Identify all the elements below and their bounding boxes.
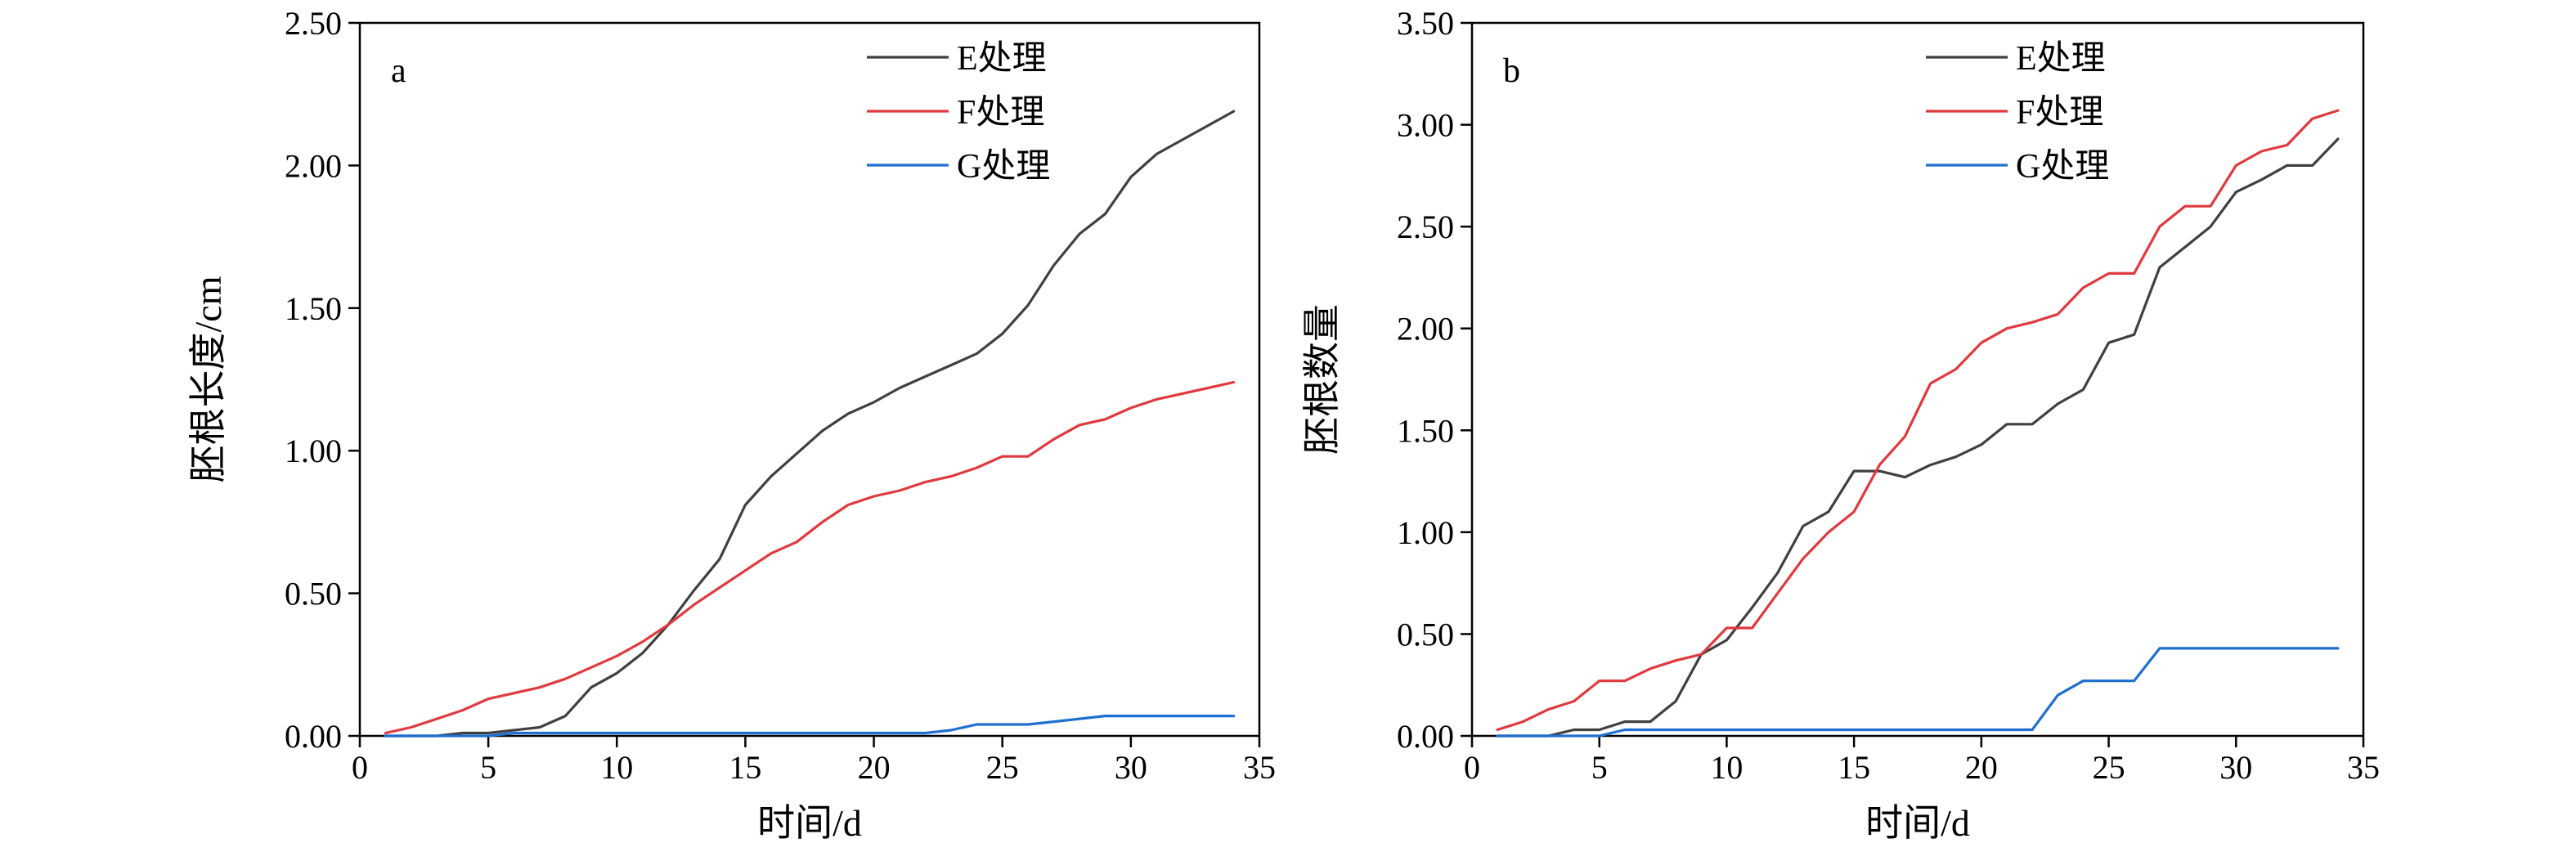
y-tick-label: 0.50 — [285, 576, 342, 612]
y-tick-label: 1.50 — [285, 290, 342, 327]
x-tick-label: 5 — [1591, 749, 1608, 786]
y-tick-label: 0.00 — [1397, 718, 1454, 755]
x-axis-title: 时间/d — [757, 802, 862, 844]
y-tick-label: 2.50 — [1397, 209, 1454, 245]
x-tick-label: 15 — [1838, 749, 1870, 786]
chart-panel-a: 0 5 10 15 20 25 30 35 0.00 0.50 1.00 1.50 2.00 2.50 时间… — [187, 5, 1276, 844]
legend-label-f: F处理 — [2016, 94, 2103, 132]
y-tick-label: 2.50 — [285, 5, 342, 42]
panel-letter: b — [1503, 52, 1520, 90]
x-tick-label: 5 — [480, 749, 496, 786]
legend-label-g: G处理 — [957, 148, 1050, 186]
series-line-e-treatment — [384, 110, 1236, 738]
series-line-g-treatment — [1496, 647, 2340, 738]
x-tick-label: 10 — [1710, 749, 1743, 786]
x-tick-label: 15 — [729, 749, 761, 786]
y-tick-label: 0.00 — [285, 718, 342, 755]
legend-label-e: E处理 — [957, 40, 1047, 78]
y-tick-label: 2.00 — [285, 147, 342, 184]
y-tick-label: 3.50 — [1397, 5, 1454, 42]
x-tick-label: 35 — [1243, 749, 1276, 786]
y-tick-label: 1.00 — [285, 433, 342, 469]
y-axis-title: 胚根长度/cm — [187, 276, 229, 482]
panel-letter: a — [391, 52, 406, 90]
y-tick-label: 2.00 — [1397, 311, 1454, 348]
plot-frame — [1470, 21, 2365, 738]
x-tick-label: 20 — [858, 749, 891, 786]
series-line-f-treatment — [384, 380, 1236, 735]
x-tick-label: 25 — [986, 749, 1019, 786]
x-tick-label: 10 — [600, 749, 633, 786]
y-tick-label: 1.00 — [1397, 514, 1454, 551]
legend-label-g: G处理 — [2016, 148, 2109, 186]
plot-frame — [358, 21, 1261, 738]
series-line-f-treatment — [1496, 109, 2340, 732]
series-line-g-treatment — [384, 714, 1236, 738]
legend-label-f: F处理 — [957, 94, 1044, 132]
y-tick-label: 0.50 — [1397, 616, 1454, 652]
x-tick-label: 0 — [1464, 749, 1480, 786]
legend-label-e: E处理 — [2016, 40, 2106, 78]
chart-panel-b: 0 5 10 15 20 25 30 35 0.00 0.50 1.00 1.50 2.00 2.50 3.… — [1301, 5, 2380, 844]
x-tick-label: 20 — [1965, 749, 1998, 786]
x-tick-label: 25 — [2093, 749, 2125, 786]
x-tick-label: 30 — [1115, 749, 1147, 786]
x-tick-label: 0 — [352, 749, 368, 786]
series-line-e-treatment — [1496, 137, 2340, 738]
x-tick-label: 35 — [2347, 749, 2380, 786]
y-tick-label: 3.00 — [1397, 107, 1454, 144]
y-tick-label: 1.50 — [1397, 412, 1454, 449]
x-tick-label: 30 — [2219, 749, 2252, 786]
y-axis-title: 胚根数量 — [1301, 304, 1343, 455]
x-axis-title: 时间/d — [1865, 802, 1970, 844]
